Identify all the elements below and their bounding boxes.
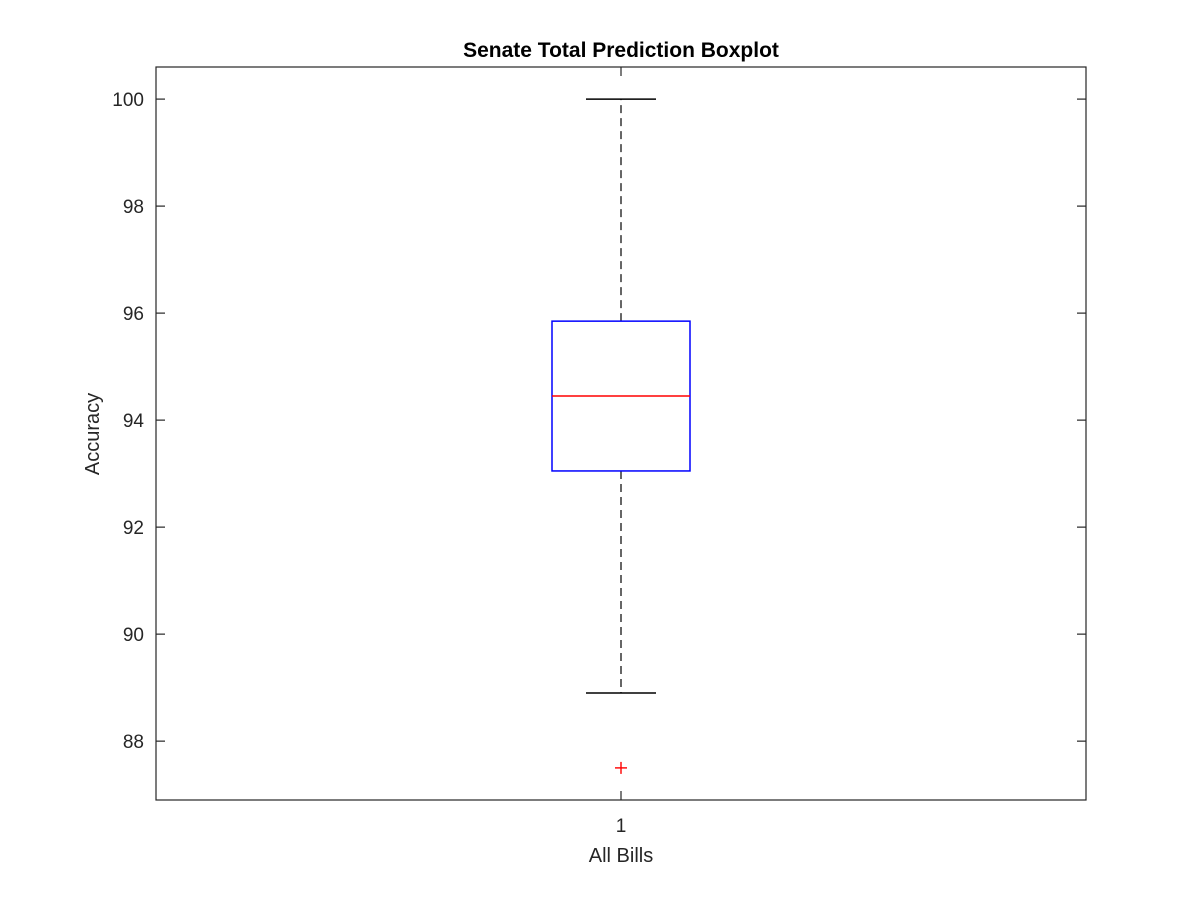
plot-area — [551, 98, 691, 774]
y-tick-label: 92 — [123, 518, 144, 539]
y-tick-label: 96 — [123, 304, 144, 325]
y-tick-label: 100 — [112, 90, 144, 111]
y-axis-label: Accuracy — [82, 393, 104, 475]
y-tick-label: 90 — [123, 625, 144, 646]
axes: 88 90 92 94 96 98 100 1 — [112, 66, 1087, 837]
outlier-marker — [615, 761, 627, 774]
x-tick-label: 1 — [616, 816, 627, 837]
y-tick-label: 88 — [123, 732, 144, 753]
x-axis-label: All Bills — [589, 845, 653, 867]
y-tick-label: 98 — [123, 197, 144, 218]
chart-title: Senate Total Prediction Boxplot — [463, 39, 779, 62]
y-tick-label: 94 — [123, 411, 145, 432]
